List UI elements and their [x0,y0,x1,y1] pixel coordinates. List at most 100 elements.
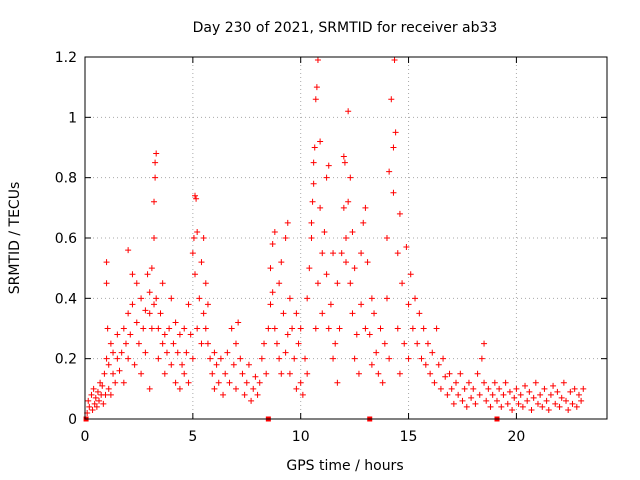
data-point [265,325,272,332]
data-point [313,84,320,91]
data-point [220,391,227,398]
data-point [125,355,132,362]
data-point [254,391,261,398]
data-point [353,331,360,338]
data-point [386,355,393,362]
data-point [373,349,380,356]
data-point [347,174,354,181]
data-point [159,340,166,347]
data-point [194,228,201,235]
data-point [232,385,239,392]
data-point [302,355,309,362]
data-point [386,168,393,175]
data-point [388,96,395,103]
data-point [138,295,145,302]
data-point [263,370,270,377]
axis-ticks: 0 5 10 15 20 0 0.2 0.4 0.6 0.8 1 1.2 [55,50,607,445]
data-point [209,370,216,377]
data-point [110,349,117,356]
data-point [319,250,326,257]
data-point [506,388,513,395]
data-point [269,289,276,296]
data-point [148,325,155,332]
data-point [336,325,343,332]
data-point [89,406,96,413]
data-point [122,340,129,347]
data-point [554,388,561,395]
data-point [211,385,218,392]
data-point [377,325,384,332]
data-point [226,379,233,386]
data-point [198,259,205,266]
data-point [202,280,209,287]
data-point [403,244,410,251]
data-point [224,349,231,356]
data-point [515,400,522,407]
x-tick-label: 5 [188,429,197,445]
data-point [558,394,565,401]
data-point [567,388,574,395]
data-point [152,159,159,166]
data-point [135,340,142,347]
data-point [284,331,291,338]
data-point [86,403,93,410]
data-point [539,403,546,410]
data-point [537,391,544,398]
data-point [110,370,117,377]
data-point [528,406,535,413]
data-point [142,307,149,314]
data-point [534,400,541,407]
data-point [129,301,136,308]
data-point [100,400,107,407]
data-point [511,394,518,401]
data-point [429,349,436,356]
data-point [157,310,164,317]
data-point [256,379,263,386]
data-point [532,379,539,386]
data-point [487,403,494,410]
data-point [228,325,235,332]
data-point [565,406,572,413]
data-point [530,394,537,401]
data-point [190,235,197,241]
data-point [153,150,160,157]
data-point [146,289,153,296]
data-point [144,271,151,278]
data-point [193,195,200,202]
data-point [88,391,95,398]
data-point [308,235,315,241]
data-point [550,382,557,389]
data-point [273,340,280,347]
data-point [405,355,412,362]
data-point [107,340,114,347]
data-point [179,361,186,368]
data-point [176,331,183,338]
data-point [362,204,369,211]
data-point [463,403,470,410]
data-point [418,355,425,362]
data-point [383,235,390,241]
y-tick-label: 0.2 [55,352,77,368]
data-point [394,325,401,332]
data-point [563,397,570,404]
data-point [422,361,429,368]
data-point [120,379,127,386]
data-point [187,331,194,338]
data-point [325,325,332,332]
data-point [321,228,328,235]
data-point [440,355,447,362]
data-point [366,331,373,338]
data-point [332,340,339,347]
data-point [524,397,531,404]
data-point [310,180,317,187]
data-point [334,280,341,287]
data-point [116,367,123,374]
data-point [278,259,285,266]
data-point [104,325,111,332]
data-point [125,310,132,317]
data-point [368,361,375,368]
data-point [396,370,403,377]
data-point [526,388,533,395]
data-point [166,325,173,332]
data-point [142,349,149,356]
